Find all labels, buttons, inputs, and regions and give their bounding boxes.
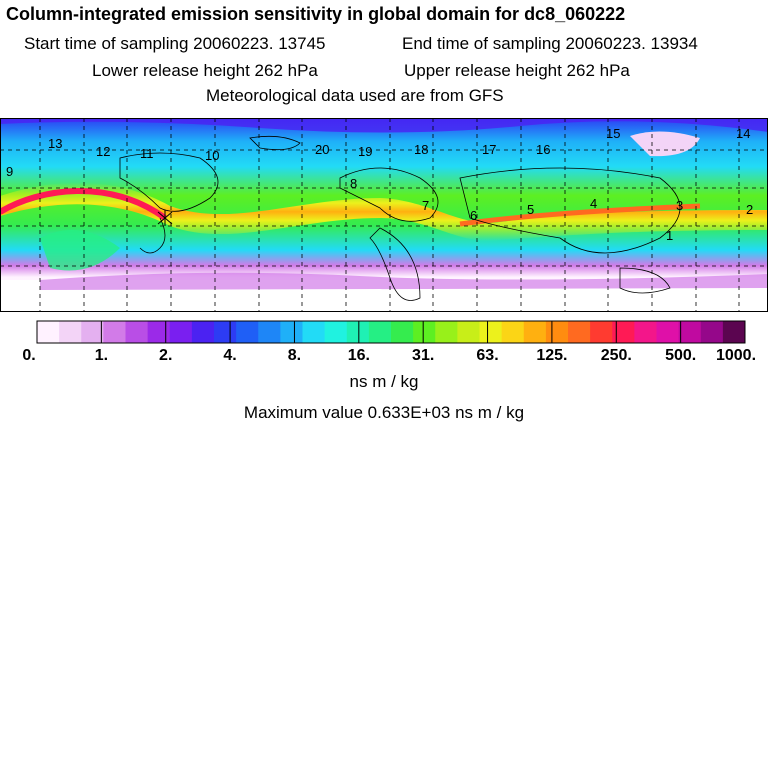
colorbar-tick-label: 4. xyxy=(223,347,236,364)
jet-stream-core-east xyxy=(459,203,701,227)
colorbar-swatch xyxy=(103,321,126,343)
colorbar-tick-label: 8. xyxy=(288,347,301,364)
trajectory-label: 15 xyxy=(606,126,620,141)
colorbar-unit-label: ns m / kg xyxy=(349,372,419,391)
colorbar-swatch xyxy=(280,321,303,343)
colorbar-tick-label: 16. xyxy=(348,347,370,364)
colorbar-tick-label: 31. xyxy=(412,347,434,364)
trajectory-labels: 13 12 11 10 20 19 18 17 16 15 14 9 8 7 6 5 4 3 2 1 xyxy=(6,126,753,243)
colorbar: 0. 1. 2. 4. 8. 16. 31. 63. 125. 250. 500. 1000. xyxy=(22,320,756,364)
colorbar-dividers xyxy=(100,321,682,343)
colorbar-swatch xyxy=(391,321,414,343)
trajectory-label: 20 xyxy=(315,142,329,157)
trajectory-label: 19 xyxy=(358,144,372,159)
coastlines xyxy=(119,135,681,301)
trajectory-label: 17 xyxy=(482,142,496,157)
colorbar-swatch xyxy=(457,321,480,343)
maximum-value-label: Maximum value 0.633E+03 ns m / kg xyxy=(243,403,525,422)
trajectory-label: 4 xyxy=(590,196,597,211)
colorbar-swatch xyxy=(59,321,82,343)
start-time-label: Start time of sampling 20060223. 13745 xyxy=(24,34,326,53)
trajectory-label: 7 xyxy=(422,198,429,213)
trajectory-label: 10 xyxy=(205,148,219,163)
end-time-label: End time of sampling 20060223. 13934 xyxy=(402,34,698,53)
colorbar-swatch xyxy=(722,321,746,343)
colorbar-swatch xyxy=(612,321,635,343)
trajectory-label: 9 xyxy=(6,164,13,179)
colorbar-swatch xyxy=(678,321,702,343)
upper-release-label: Upper release height 262 hPa xyxy=(404,61,630,80)
colorbar-swatch xyxy=(501,321,525,343)
colorbar-swatch xyxy=(634,321,657,343)
trajectory-label: 16 xyxy=(536,142,550,157)
colorbar-swatch xyxy=(479,321,503,343)
trajectory-label: 6 xyxy=(470,208,477,223)
trajectory-label: 5 xyxy=(527,202,534,217)
trajectory-label: 12 xyxy=(96,144,110,159)
colorbar-swatch xyxy=(236,321,259,343)
colorbar-swatch xyxy=(568,321,591,343)
colorbar-tick-label: 0. xyxy=(22,347,35,364)
colorbar-tick-label: 125. xyxy=(536,347,567,364)
colorbar-tick-label: 250. xyxy=(601,347,632,364)
trajectory-label: 8 xyxy=(350,176,357,191)
colorbar-frame xyxy=(36,320,746,344)
jet-stream-core xyxy=(0,188,167,221)
colorbar-tick-label: 1. xyxy=(95,347,108,364)
trajectory-label: 3 xyxy=(676,198,683,213)
colorbar-tick-label: 1000. xyxy=(716,347,756,364)
trajectory-label: 18 xyxy=(414,142,428,157)
colorbar-swatch xyxy=(523,321,547,343)
colorbar-swatch xyxy=(545,321,569,343)
map-title: Column-integrated emission sensitivity i… xyxy=(6,4,626,24)
colorbar-swatch xyxy=(81,321,104,343)
sensitivity-map: 13 12 11 10 20 19 18 17 16 15 14 9 8 7 6 5 4 3 2 1 xyxy=(0,118,768,312)
trajectory-label: 14 xyxy=(736,126,750,141)
colorbar-swatch xyxy=(435,321,458,343)
met-data-label: Meteorological data used are from GFS xyxy=(206,86,504,105)
release-marker xyxy=(157,210,173,226)
subtropical-green-swirl xyxy=(40,230,120,271)
colorbar-tick-label: 500. xyxy=(665,347,696,364)
colorbar-swatch xyxy=(700,321,724,343)
colorbar-swatch xyxy=(590,321,613,343)
colorbar-swatch xyxy=(656,321,680,343)
colorbar-swatch xyxy=(413,321,436,343)
trajectory-label: 13 xyxy=(48,136,62,151)
trajectory-label: 2 xyxy=(746,202,753,217)
colorbar-tick-label: 2. xyxy=(159,347,172,364)
colorbar-swatch xyxy=(302,321,326,343)
graticule xyxy=(0,118,768,312)
trajectory-label: 1 xyxy=(666,228,673,243)
lower-release-label: Lower release height 262 hPa xyxy=(92,61,318,80)
colorbar-swatch xyxy=(346,321,370,343)
trajectory-label: 11 xyxy=(140,146,154,161)
colorbar-tick-labels: 0. 1. 2. 4. 8. 16. 31. 63. 125. 250. 500. 1000. xyxy=(22,347,756,364)
colorbar-swatches xyxy=(37,321,746,343)
high-latitude-purple-band xyxy=(0,118,768,133)
colorbar-tick-label: 63. xyxy=(476,347,498,364)
colorbar-swatch xyxy=(214,321,237,343)
colorbar-swatch xyxy=(324,321,348,343)
colorbar-swatch xyxy=(258,321,281,343)
southern-purple-edge xyxy=(40,272,768,290)
colorbar-swatch xyxy=(169,321,193,343)
colorbar-swatch xyxy=(191,321,215,343)
colorbar-swatch xyxy=(37,321,60,343)
colorbar-swatch xyxy=(368,321,392,343)
colorbar-swatch xyxy=(147,321,171,343)
colorbar-swatch xyxy=(125,321,149,343)
